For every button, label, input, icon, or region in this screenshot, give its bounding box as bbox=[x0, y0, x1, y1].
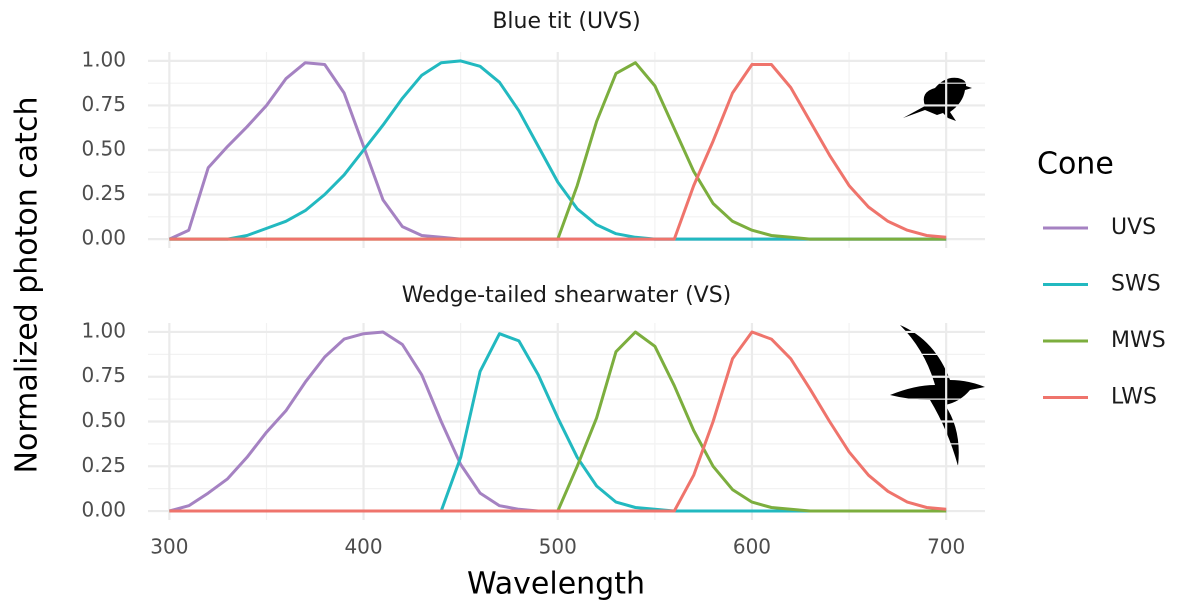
y-tick-label: 1.00 bbox=[81, 47, 126, 71]
y-tick-label: 0.00 bbox=[81, 498, 126, 522]
x-tick-label: 500 bbox=[539, 535, 577, 559]
panel-title: Blue tit (UVS) bbox=[492, 9, 640, 34]
bird-icon bbox=[890, 325, 985, 466]
y-tick-label: 0.00 bbox=[81, 226, 126, 250]
y-tick-label: 1.00 bbox=[81, 318, 126, 342]
legend-label: UVS bbox=[1111, 215, 1156, 240]
x-tick-label: 700 bbox=[927, 535, 965, 559]
plot-layer: Blue tit (UVS) 0.00 0.25 0.50 0.75 1.00 UVS SWS… bbox=[81, 9, 1165, 559]
x-axis-label: Wavelength bbox=[467, 567, 645, 602]
y-tick-label: 0.75 bbox=[81, 92, 126, 116]
y-tick-label: 0.25 bbox=[81, 453, 126, 477]
series-line bbox=[169, 330, 947, 513]
legend-label: MWS bbox=[1111, 328, 1166, 353]
y-tick-label: 0.50 bbox=[81, 137, 126, 161]
series-line bbox=[169, 63, 947, 241]
legend-label: LWS bbox=[1111, 385, 1157, 410]
y-tick-label: 0.75 bbox=[81, 363, 126, 387]
panel-title: Wedge-tailed shearwater (VS) bbox=[402, 283, 732, 308]
y-tick-label: 0.50 bbox=[81, 408, 126, 432]
y-axis-label: Normalized photon catch bbox=[10, 97, 45, 474]
legend-title: Cone bbox=[1037, 147, 1114, 182]
legend-label: SWS bbox=[1111, 272, 1161, 297]
x-tick-label: 600 bbox=[733, 535, 771, 559]
y-tick-label: 0.25 bbox=[81, 181, 126, 205]
bird-icon bbox=[903, 77, 972, 121]
x-tick-label: 400 bbox=[344, 535, 382, 559]
x-tick-label: 300 bbox=[150, 535, 188, 559]
